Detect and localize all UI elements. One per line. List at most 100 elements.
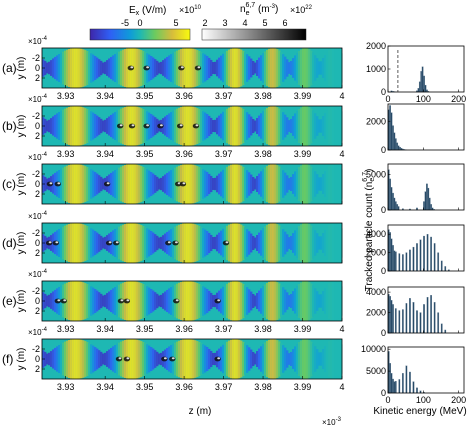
field-column — [256, 293, 259, 309]
field-column — [326, 52, 329, 84]
field-column — [286, 234, 289, 252]
field-column — [310, 283, 313, 319]
field-column — [94, 172, 97, 196]
field-column — [278, 50, 281, 86]
histogram-bar — [420, 71, 423, 93]
field-column — [102, 178, 105, 190]
field-column — [196, 283, 199, 319]
field-column — [204, 287, 207, 315]
x-tick-label: 4 — [339, 324, 344, 334]
histogram-bar — [437, 252, 440, 272]
field-column — [262, 111, 265, 141]
field-column — [312, 285, 315, 317]
field-column — [174, 51, 177, 85]
x-tick-label: 3.97 — [215, 91, 233, 101]
field-column — [314, 230, 317, 256]
field-column — [274, 106, 277, 146]
field-column — [230, 106, 233, 146]
field-column — [324, 230, 327, 256]
field-column — [142, 108, 145, 144]
x-tick-label: 3.96 — [175, 91, 193, 101]
electron-bunch-core — [119, 124, 123, 127]
histogram-y-tick-label: 5000 — [366, 366, 386, 376]
y-tick-label: 2 — [35, 131, 40, 141]
field-column — [160, 294, 163, 308]
colorbar-ex: Ex (V/m) ×1010 -5 0 5 — [89, 5, 202, 41]
field-column — [296, 344, 299, 374]
field-column — [166, 172, 169, 196]
field-column — [208, 173, 211, 195]
field-column — [312, 110, 315, 142]
field-column — [110, 56, 113, 80]
histogram-bar — [389, 232, 391, 272]
field-column — [308, 282, 311, 320]
panel-letter: (b) — [2, 119, 17, 133]
field-column — [270, 281, 273, 321]
field-column — [270, 106, 273, 146]
histogram-bar — [421, 66, 424, 93]
field-column — [330, 164, 333, 204]
field-column — [334, 48, 337, 88]
field-panel: -202 y (m)(d) ×10-4 — [2, 211, 343, 264]
electron-bunch — [127, 65, 135, 71]
field-column — [86, 341, 89, 377]
electron-bunch — [143, 123, 150, 129]
histogram-bar — [409, 371, 411, 394]
field-column — [74, 106, 77, 146]
histogram-bar — [390, 112, 393, 151]
field-column — [244, 110, 247, 142]
field-column — [46, 120, 49, 132]
x-tick-label: 3.95 — [136, 382, 154, 392]
field-column — [158, 237, 161, 249]
field-column — [116, 52, 119, 84]
field-column — [136, 223, 139, 263]
field-column — [64, 341, 67, 377]
field-column — [266, 107, 269, 145]
field-column — [168, 113, 171, 139]
field-column — [104, 294, 107, 308]
field-column — [176, 50, 179, 86]
histogram-bar — [397, 145, 400, 151]
field-column — [136, 281, 139, 321]
field-column — [252, 176, 255, 192]
field-column — [86, 108, 89, 144]
histogram-bar — [399, 146, 401, 151]
electron-bunch-core — [175, 241, 178, 244]
field-column — [296, 111, 299, 141]
electron-bunch — [179, 181, 187, 187]
field-column — [326, 168, 329, 200]
field-column — [308, 107, 311, 145]
field-column — [82, 49, 85, 87]
y-multiplier: ×10-4 — [28, 327, 48, 337]
field-column — [278, 283, 281, 319]
x-tick-label: 3.94 — [96, 91, 114, 101]
field-column — [284, 347, 287, 371]
field-column — [282, 112, 285, 140]
x-tick-label: 3.97 — [215, 382, 233, 392]
field-column — [286, 59, 289, 77]
panel-letter: (a) — [2, 61, 17, 75]
field-column — [280, 227, 283, 259]
field-column — [102, 353, 105, 365]
field-column — [318, 177, 321, 191]
field-column — [316, 58, 319, 78]
electron-bunch-core — [171, 357, 175, 360]
field-column — [82, 165, 85, 203]
field-column — [288, 62, 291, 74]
field-column — [268, 339, 271, 379]
field-column — [140, 283, 143, 319]
x-tick-label: 3.94 — [96, 324, 114, 334]
field-column — [102, 237, 105, 249]
field-column — [190, 223, 193, 263]
field-column — [214, 61, 217, 75]
field-column — [318, 61, 321, 75]
field-column — [188, 164, 191, 204]
field-column — [272, 223, 275, 263]
field-column — [338, 50, 341, 86]
electron-bunch-core — [167, 241, 171, 244]
field-column — [94, 56, 97, 80]
field-column — [172, 52, 175, 84]
field-column — [72, 164, 75, 204]
field-column — [294, 113, 297, 139]
field-column — [316, 233, 319, 253]
